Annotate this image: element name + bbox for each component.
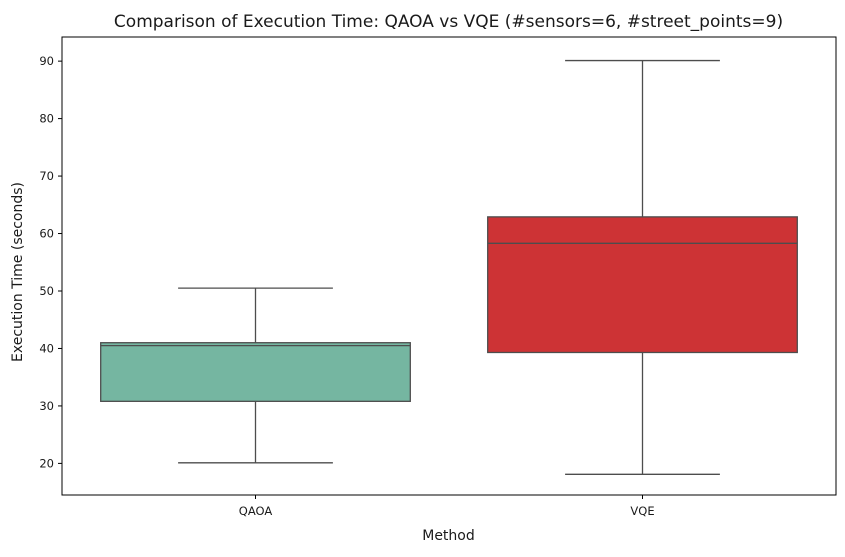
y-tick-label: 60 <box>39 227 54 241</box>
plot-frame <box>61 36 837 496</box>
box-vqe <box>487 216 798 354</box>
x-tick-label: QAOA <box>239 504 273 518</box>
y-tick-label: 40 <box>39 341 54 355</box>
y-tick-label: 20 <box>39 456 54 470</box>
plot-area: 20 30 40 50 60 70 80 90 QAOA VQE <box>39 36 837 518</box>
box-qaoa <box>100 342 411 402</box>
y-tick-label: 90 <box>39 54 54 68</box>
chart-title: Comparison of Execution Time: QAOA vs VQ… <box>114 12 783 32</box>
y-tick-label: 70 <box>39 169 54 183</box>
x-axis-label: Method <box>422 528 475 544</box>
y-tick-label: 30 <box>39 399 54 413</box>
y-tick-label: 50 <box>39 284 54 298</box>
y-axis-label: Execution Time (seconds) <box>10 182 26 362</box>
y-tick-label: 80 <box>39 112 54 126</box>
x-tick-label: VQE <box>630 504 654 518</box>
